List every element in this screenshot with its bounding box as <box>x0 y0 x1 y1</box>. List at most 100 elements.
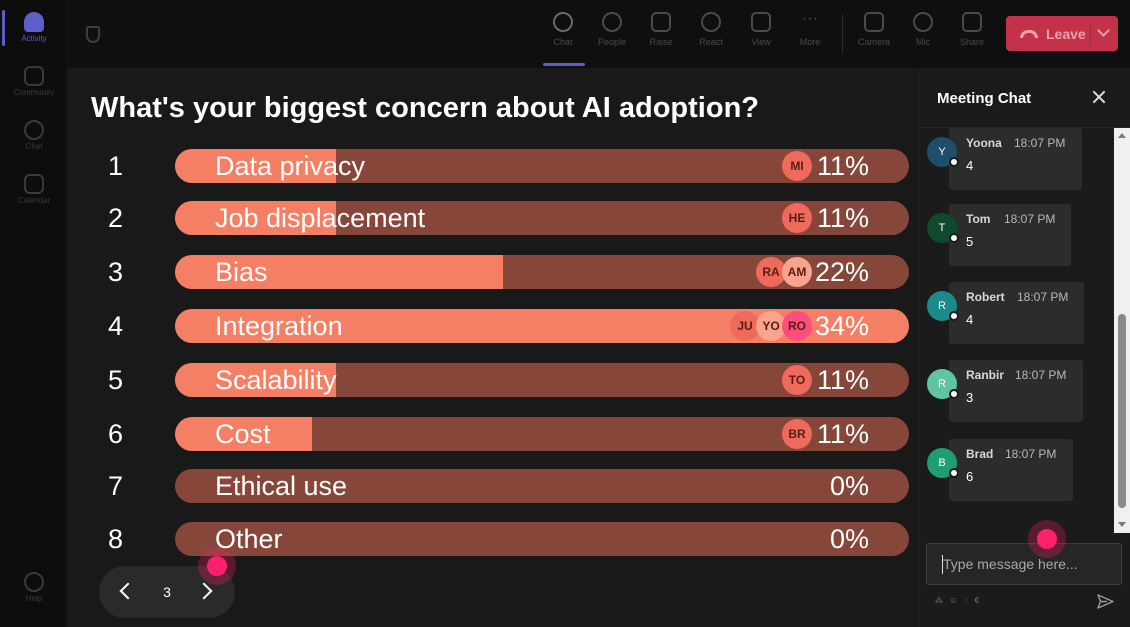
share-button-label: Share <box>959 37 985 47</box>
voter-avatar: HE <box>782 203 812 233</box>
bell-icon <box>24 12 44 32</box>
people-button-label: People <box>597 37 627 47</box>
close-icon[interactable] <box>1091 89 1107 105</box>
voter-avatar: BR <box>782 419 812 449</box>
chat-message[interactable]: Yoona 18:07 PM 4 <box>949 128 1082 190</box>
option-label: Job displacement <box>215 203 426 233</box>
message-text: 3 <box>966 390 974 405</box>
more-button[interactable]: ··· More <box>787 10 833 48</box>
react-button[interactable]: React <box>688 10 734 47</box>
message-sender: Robert <box>966 290 1005 304</box>
format-icons[interactable]: ⁂ ☺ ◌ € <box>935 596 982 605</box>
option-percent: 34% <box>814 311 869 341</box>
chat-button[interactable]: Chat <box>540 10 586 47</box>
poll-option-row[interactable]: 6 Cost BR 11% <box>68 415 918 453</box>
option-bar: Job displacement HE 11% <box>175 201 909 235</box>
share-icon <box>962 12 982 32</box>
avatar-initial: B <box>938 457 946 469</box>
message-text: 6 <box>966 469 974 484</box>
avatar: T <box>927 213 959 243</box>
calendar-icon <box>24 174 44 194</box>
poll-option-row[interactable]: 3 Bias RA AM 22% <box>68 253 918 291</box>
camera-button[interactable]: Camera <box>851 10 897 47</box>
mic-button[interactable]: Mic <box>900 10 946 47</box>
camera-button-label: Camera <box>857 37 890 47</box>
chat-message-input[interactable] <box>926 543 1122 585</box>
camera-icon <box>864 12 884 32</box>
scrollbar-thumb[interactable] <box>1118 314 1126 508</box>
chat-message[interactable]: Tom 18:07 PM 5 <box>949 204 1071 266</box>
send-icon[interactable] <box>1097 594 1114 609</box>
rail-item-calendar[interactable]: Calendar <box>0 174 68 205</box>
rail-item-chat[interactable]: Chat <box>0 120 68 151</box>
more-icon: ··· <box>802 10 818 27</box>
poll-option-row[interactable]: 4 Integration JU YO RO 34% <box>68 307 918 345</box>
smiley-icon <box>701 12 721 32</box>
grid-icon <box>751 12 771 32</box>
voter-avatar: JU <box>730 311 760 341</box>
raise-hand-button[interactable]: Raise <box>638 10 684 47</box>
presence-status <box>949 311 959 321</box>
chat-icon <box>24 120 44 140</box>
help-icon <box>24 572 44 592</box>
message-text: 5 <box>966 234 974 249</box>
option-bar: Cost BR 11% <box>175 417 909 451</box>
rail-item-community[interactable]: Community <box>0 66 68 97</box>
chevron-left-icon[interactable] <box>119 582 137 600</box>
message-time: 18:07 PM <box>1014 136 1066 150</box>
mic-button-label: Mic <box>916 37 930 47</box>
leave-button-label: Leave <box>1046 25 1086 42</box>
meeting-chat-panel: Meeting Chat Yoona 18:07 PM 4 Y Tom 18:07 PM 5… <box>918 68 1130 627</box>
chat-message[interactable]: Brad 18:07 PM 6 <box>949 439 1073 501</box>
chat-message[interactable]: Ranbir 18:07 PM 3 <box>949 360 1083 422</box>
voter-avatar: YO <box>756 311 786 341</box>
option-label: Ethical use <box>215 471 348 501</box>
cursor-indicator <box>1028 520 1066 558</box>
message-sender: Yoona <box>966 136 1002 150</box>
rail-item-label: Activity <box>21 34 47 43</box>
active-tab-indicator <box>543 63 585 66</box>
option-bar: Data privacy MI 11% <box>175 149 909 183</box>
message-time: 18:07 PM <box>1004 212 1056 226</box>
people-button[interactable]: People <box>589 10 635 47</box>
poll-option-row[interactable]: 1 Data privacy MI 11% <box>68 147 918 185</box>
poll-option-row[interactable]: 8 Other 0% <box>68 520 918 558</box>
poll-option-row[interactable]: 2 Job displacement HE 11% <box>68 199 918 237</box>
poll-option-row[interactable]: 5 Scalability TO 11% <box>68 361 918 399</box>
option-number: 7 <box>108 471 124 501</box>
voter-avatar: AM <box>782 257 812 287</box>
app-rail: Activity Community Chat Calendar Help <box>0 0 68 627</box>
chat-message[interactable]: Robert 18:07 PM 4 <box>949 282 1084 344</box>
presence-status <box>949 233 959 243</box>
option-label: Bias <box>215 257 268 287</box>
leave-divider <box>1090 22 1091 45</box>
scroll-down-icon[interactable] <box>1118 522 1126 527</box>
option-bar: Other 0% <box>175 522 909 556</box>
option-number: 5 <box>108 365 124 395</box>
rail-item-help[interactable]: Help <box>0 572 68 603</box>
share-button[interactable]: Share <box>949 10 995 47</box>
scroll-up-icon[interactable] <box>1118 133 1126 138</box>
view-button[interactable]: View <box>738 10 784 47</box>
chat-scrollbar[interactable] <box>1114 128 1130 533</box>
rail-item-activity[interactable]: Activity <box>0 12 68 43</box>
chat-button-label: Chat <box>553 37 573 47</box>
message-time: 18:07 PM <box>1017 290 1069 304</box>
option-bar-fill <box>175 255 503 289</box>
community-icon <box>24 66 44 86</box>
poll-option-row[interactable]: 7 Ethical use 0% <box>68 467 918 505</box>
message-sender: Brad <box>966 447 994 461</box>
avatar-initial: Y <box>938 146 946 158</box>
presence-status <box>949 389 959 399</box>
mic-icon <box>913 12 933 32</box>
chevron-down-icon[interactable] <box>1097 24 1110 37</box>
option-bar-fill <box>175 417 312 451</box>
option-percent: 0% <box>829 524 869 554</box>
avatar: R <box>927 369 959 399</box>
option-label: Data privacy <box>215 151 366 181</box>
rail-item-label: Help <box>25 594 43 603</box>
chevron-right-icon[interactable] <box>195 582 213 600</box>
avatar-initial: R <box>938 300 946 312</box>
option-number: 3 <box>108 257 124 287</box>
leave-button[interactable]: Leave <box>1006 16 1118 51</box>
